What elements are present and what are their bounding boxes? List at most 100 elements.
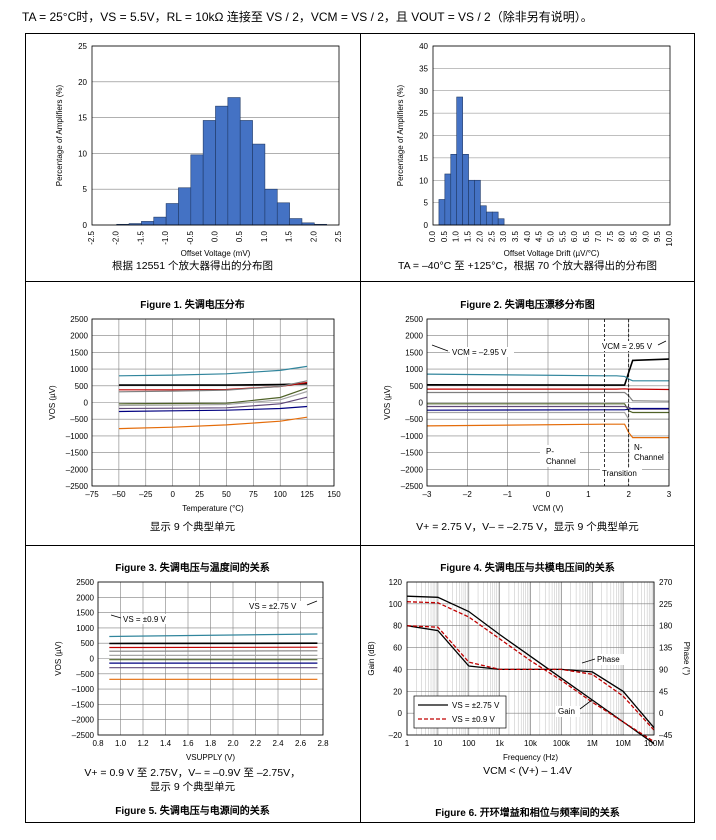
y-tick-label: 20	[419, 132, 428, 141]
grid-divider-row1	[26, 281, 694, 282]
plot-frame	[97, 581, 324, 736]
y-tick-label: –1000	[66, 432, 89, 441]
histogram-bar	[450, 153, 458, 226]
y-axis-label: VOS (µV)	[54, 641, 63, 676]
y-tick-label: –2500	[401, 482, 424, 491]
annotation-arrow	[306, 600, 318, 606]
y-tick-label: 0	[84, 399, 89, 408]
y-tick-label: –2500	[66, 482, 89, 491]
legend-label-2p75: VS = ±2.75 V	[452, 701, 500, 710]
x-tick-label: 2.0	[227, 739, 239, 748]
figure2-title: Figure 2. 失调电压漂移分布图	[460, 300, 595, 311]
y-tick-label: –2000	[401, 465, 424, 474]
series-line-u4	[118, 380, 308, 393]
x-tick-label: 6.5	[582, 230, 591, 242]
histogram-bar	[468, 179, 475, 226]
legend-label-0p9: VS = ±0.9 V	[452, 715, 496, 724]
x-tick-label: 2.2	[250, 739, 262, 748]
x-tick-label: -1.0	[161, 230, 170, 244]
x-tick-label: -0.5	[186, 230, 195, 244]
figure4-title: Figure 4. 失调电压与共模电压间的关系	[440, 563, 615, 574]
y-tick-label: 2000	[405, 332, 423, 341]
y-tick-label-left: 60	[393, 644, 402, 653]
x-tick-label: 0.0	[428, 230, 437, 242]
x-tick-label: 9.5	[653, 230, 662, 242]
y-axis-label: Percentage of Amplifiers (%)	[55, 84, 64, 186]
y-tick-label-right: 180	[659, 622, 673, 631]
x-tick-label: 4.5	[535, 230, 544, 242]
y-tick-label: 2500	[70, 315, 88, 324]
y-tick-label: 2500	[405, 315, 423, 324]
x-tick-label: 3.5	[511, 230, 520, 242]
histogram-bar	[264, 188, 278, 226]
x-tick-label: 0.5	[235, 230, 244, 242]
y-tick-label-left: 40	[393, 665, 402, 674]
figure3-title: Figure 3. 失调电压与温度间的关系	[115, 563, 270, 574]
x-tick-label: 1k	[495, 739, 504, 748]
histogram-bar	[202, 120, 216, 226]
x-tick-label: 10.0	[665, 230, 674, 246]
figure1-caption: 根据 12551 个放大器得出的分布图	[111, 260, 274, 272]
y-tick-label: 1500	[70, 348, 88, 357]
x-tick-label: 1.8	[205, 739, 217, 748]
x-tick-label: 2	[626, 490, 631, 499]
y-tick-label: –1500	[72, 700, 95, 709]
x-tick-label: 10	[433, 739, 442, 748]
x-tick-label: 50	[222, 490, 231, 499]
annotation-n-channel: Channel	[634, 453, 664, 462]
plot-frame	[406, 581, 655, 736]
y-tick-label-right: 90	[659, 665, 668, 674]
histogram-bar	[252, 143, 266, 226]
series-line-u7	[118, 396, 308, 410]
plot-frame	[91, 45, 340, 226]
x-tick-label: 1.2	[137, 739, 149, 748]
x-tick-label: 1M	[587, 739, 598, 748]
x-tick-label: 1.5	[464, 230, 473, 242]
y-axis-label: VOS (µV)	[48, 385, 57, 420]
series-line-gain-vs-0-9-v	[406, 601, 655, 743]
x-tick-label: 0	[546, 490, 551, 499]
grid-divider-row2	[26, 545, 694, 546]
x-tick-label: 7.0	[594, 230, 603, 242]
y-tick-label: 2500	[76, 578, 94, 587]
x-tick-label: 100k	[553, 739, 571, 748]
x-tick-label: 0	[170, 490, 175, 499]
x-tick-label: 0.8	[92, 739, 104, 748]
x-tick-label: –75	[85, 490, 99, 499]
x-tick-label: 1	[405, 739, 410, 748]
x-tick-label: 8.5	[629, 230, 638, 242]
x-tick-label: –50	[112, 490, 126, 499]
y-tick-label: 1000	[70, 365, 88, 374]
plot-frame	[426, 318, 670, 487]
figure-grid	[25, 33, 695, 823]
y-tick-label-left: –20	[389, 731, 403, 740]
y-tick-label: 35	[419, 64, 428, 73]
x-tick-label: 4.0	[523, 230, 532, 242]
histogram-bar	[497, 218, 505, 226]
annotation-bg	[121, 614, 177, 624]
x-tick-label: 9.0	[641, 230, 650, 242]
annotation-p-channel: P-	[546, 447, 554, 456]
x-tick-label: 2.0	[309, 230, 318, 242]
plot-frame	[91, 318, 335, 487]
series-line-u4	[427, 391, 670, 402]
annotation-vs-low: VS = ±0.9 V	[123, 615, 167, 624]
annotation-bg	[556, 706, 580, 717]
x-tick-label: 25	[195, 490, 204, 499]
figure6-title: Figure 6. 开环增益和相位与频率间的关系	[435, 808, 620, 819]
annotation-arrow	[657, 340, 667, 346]
y2-axis-label: Phase (°)	[682, 642, 691, 676]
y-tick-label: –2000	[72, 716, 95, 725]
figure3-line-chart: 25002000150010005000–500–1000–1500–2000–…	[48, 315, 341, 513]
x-axis-label: Offset Voltage Drift (µV/°C)	[504, 249, 600, 258]
plot-frame	[432, 45, 671, 226]
series-line-u9	[118, 416, 308, 430]
histogram-bar	[153, 216, 167, 226]
x-tick-label: 0.5	[440, 230, 449, 242]
x-tick-label: 1.5	[285, 230, 294, 242]
figure5-caption-line1: V+ = 0.9 V 至 2.75V，V– = –0.9V 至 –2.75V，	[84, 767, 301, 779]
x-tick-label: 2.4	[272, 739, 284, 748]
figure4-line-chart: 2500 2000 1500 1000 500 0 –500 –1000 –1500 –2000 –…	[383, 315, 672, 513]
y-tick-label: –500	[70, 415, 88, 424]
y-tick-label-right: 225	[659, 600, 673, 609]
